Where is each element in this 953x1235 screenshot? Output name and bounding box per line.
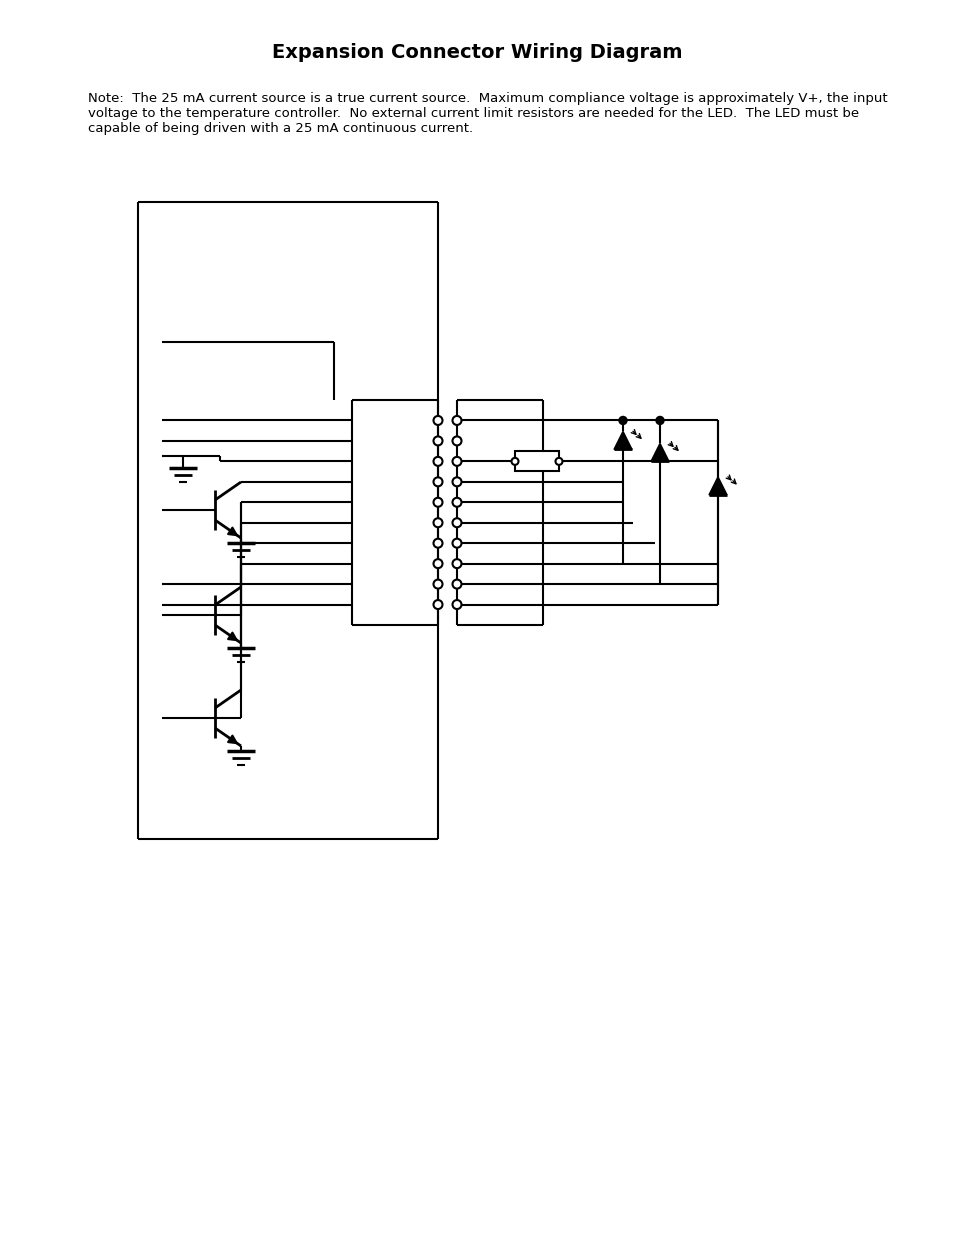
Circle shape <box>452 477 461 487</box>
Bar <box>515 451 558 472</box>
Circle shape <box>452 600 461 609</box>
Circle shape <box>433 477 442 487</box>
Circle shape <box>452 579 461 589</box>
Circle shape <box>433 457 442 466</box>
Text: Expansion Connector Wiring Diagram: Expansion Connector Wiring Diagram <box>272 42 681 62</box>
Circle shape <box>433 559 442 568</box>
Circle shape <box>618 416 626 425</box>
Circle shape <box>433 600 442 609</box>
Circle shape <box>452 457 461 466</box>
Polygon shape <box>614 431 631 450</box>
Polygon shape <box>708 477 726 495</box>
Circle shape <box>433 498 442 506</box>
Polygon shape <box>650 443 668 462</box>
Circle shape <box>433 538 442 547</box>
Circle shape <box>452 559 461 568</box>
Circle shape <box>656 416 663 425</box>
Circle shape <box>433 436 442 446</box>
Circle shape <box>555 458 562 464</box>
Circle shape <box>452 436 461 446</box>
Circle shape <box>452 538 461 547</box>
Circle shape <box>433 579 442 589</box>
Text: Note:  The 25 mA current source is a true current source.  Maximum compliance vo: Note: The 25 mA current source is a true… <box>88 91 886 135</box>
Circle shape <box>452 519 461 527</box>
Circle shape <box>452 498 461 506</box>
Circle shape <box>433 519 442 527</box>
Circle shape <box>452 416 461 425</box>
Circle shape <box>433 416 442 425</box>
Circle shape <box>511 458 518 464</box>
